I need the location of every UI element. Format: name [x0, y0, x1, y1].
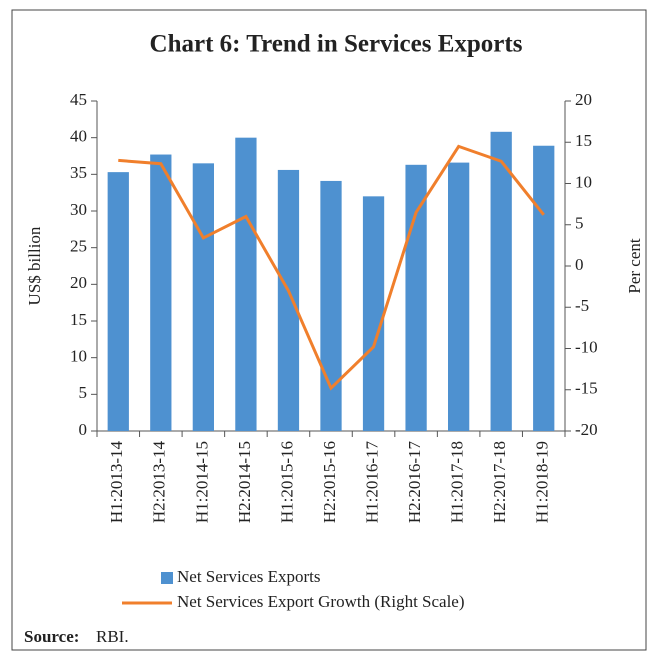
y-tick-label: 35	[70, 163, 87, 182]
y-tick-label: 5	[79, 383, 88, 402]
y2-tick-label: 0	[575, 255, 584, 274]
y2-tick-label: -15	[575, 379, 598, 398]
bar	[490, 131, 512, 432]
bar	[235, 137, 257, 431]
y2-tick-label: 10	[575, 172, 592, 191]
y-axis-label: US$ billion	[25, 226, 44, 305]
y-tick-label: 25	[70, 237, 87, 256]
bar	[192, 163, 214, 432]
x-tick-label: H2:2013-14	[150, 441, 169, 524]
legend-swatch	[161, 572, 173, 584]
x-tick-label: H2:2017-18	[490, 441, 509, 523]
y2-tick-label: -5	[575, 296, 589, 315]
x-tick-label: H1:2014-15	[192, 441, 211, 523]
y-tick-label: 40	[70, 127, 87, 146]
y2-tick-label: -10	[575, 337, 598, 356]
bar	[320, 180, 342, 431]
x-tick-label: H1:2015-16	[277, 441, 296, 523]
y-tick-label: 0	[79, 420, 88, 439]
x-tick-label: H1:2018-19	[533, 441, 552, 523]
y-tick-label: 45	[70, 90, 87, 109]
x-tick-label: H2:2016-17	[405, 441, 424, 524]
y2-tick-label: -20	[575, 420, 598, 439]
chart-title: Chart 6: Trend in Services Exports	[150, 31, 523, 58]
x-tick-label: H1:2016-17	[362, 441, 381, 524]
legend-label: Net Services Export Growth (Right Scale)	[177, 592, 465, 611]
bar	[405, 164, 427, 432]
x-tick-label: H1:2013-14	[107, 441, 126, 524]
line	[118, 144, 545, 391]
source-label: Source:	[24, 627, 79, 646]
frame	[11, 9, 647, 651]
y2-tick-label: 5	[575, 214, 584, 233]
y-tick-label: 10	[70, 347, 87, 366]
bar	[107, 172, 129, 431]
y2-tick-label: 15	[575, 131, 592, 150]
bar	[362, 196, 385, 431]
y-tick-label: 15	[70, 310, 87, 329]
bar	[277, 169, 300, 431]
source-text: RBI.	[96, 627, 129, 646]
y2-axis-label: Per cent	[625, 238, 644, 294]
x-tick-label: H1:2017-18	[448, 441, 467, 523]
bar	[448, 162, 470, 431]
y-tick-label: 30	[70, 200, 87, 219]
y2-tick-label: 20	[575, 90, 592, 109]
x-tick-label: H2:2014-15	[235, 441, 254, 523]
legend-label: Net Services Exports	[177, 567, 321, 586]
bar	[533, 145, 555, 431]
x-tick-label: H2:2015-16	[320, 441, 339, 523]
bar	[150, 154, 172, 432]
y-tick-label: 20	[70, 273, 87, 292]
